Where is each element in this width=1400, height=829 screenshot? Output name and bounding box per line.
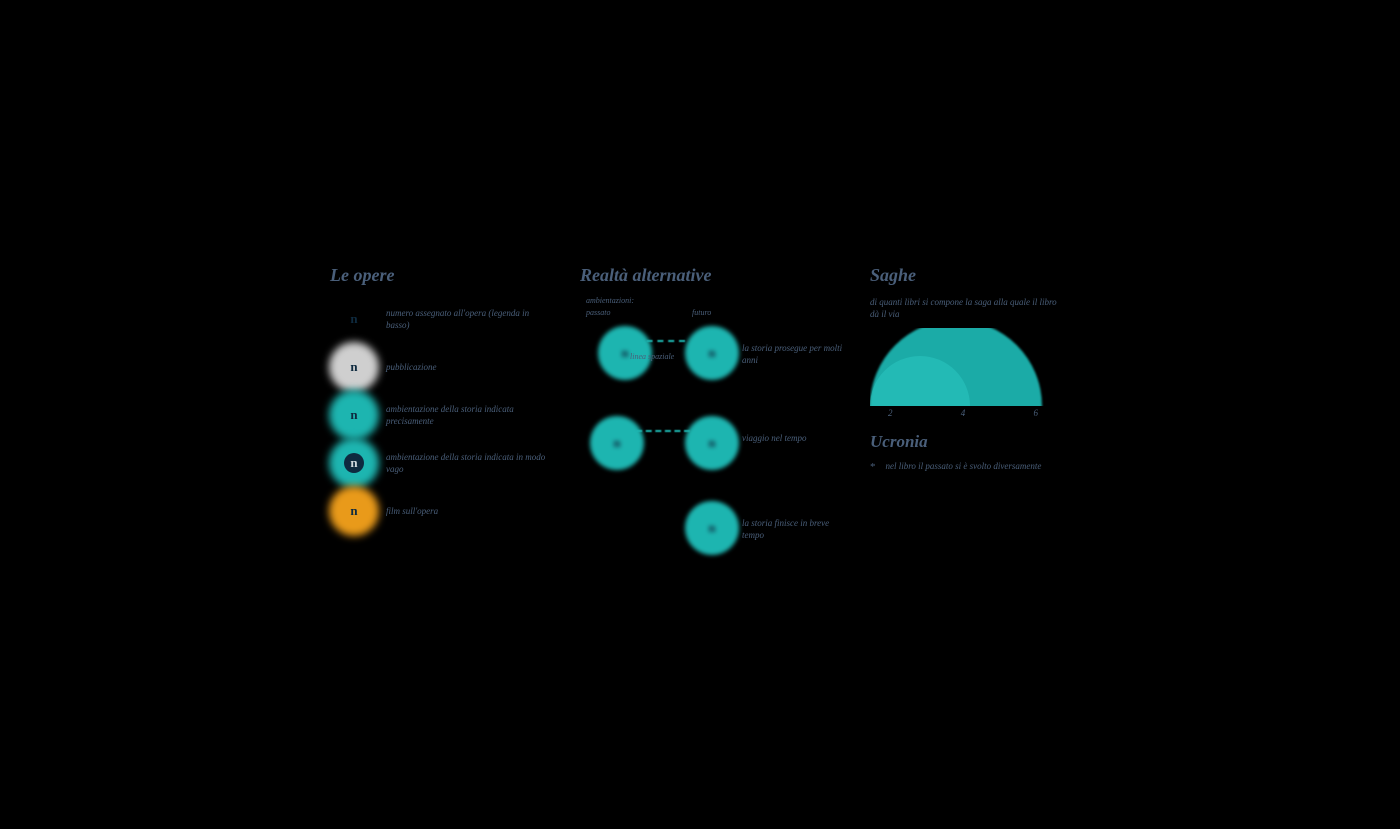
realta-node: n: [685, 501, 739, 555]
realta-node: n: [590, 416, 644, 470]
opere-row-pub: n pubblicazione: [330, 344, 600, 390]
panel-saghe: Saghe di quanti libri si compone la saga…: [870, 265, 1140, 473]
ucronia-row: * nel libro il passato si è svolto diver…: [870, 460, 1140, 473]
glyph-n: n: [708, 520, 715, 536]
label-futuro: futuro: [692, 308, 711, 317]
realta-label-travel: viaggio nel tempo: [742, 432, 807, 444]
panel-opere: Le opere n numero assegnato all'opera (le…: [330, 265, 600, 534]
label-ambientazioni: ambientazioni:: [586, 296, 634, 305]
opere-icon-pub: n: [330, 359, 378, 375]
label-passato: passato: [586, 308, 610, 317]
axis-tick: 4: [961, 408, 966, 418]
opere-label: ambientazione della storia indicata prec…: [386, 403, 551, 427]
glyph-n: n: [350, 407, 357, 423]
opere-row-film: n film sull'opera: [330, 488, 600, 534]
opere-label: ambientazione della storia indicata in m…: [386, 451, 551, 475]
realta-node: n: [685, 326, 739, 380]
ucronia-desc: nel libro il passato si è svolto diversa…: [886, 460, 1042, 472]
glyph-n: n: [708, 435, 715, 451]
title-saghe: Saghe: [870, 265, 1140, 286]
glyph-n: n: [350, 455, 357, 471]
title-opere: Le opere: [330, 265, 600, 286]
realta-label-long: la storia prosegue per molti anni: [742, 342, 850, 366]
opere-label: film sull'opera: [386, 505, 438, 517]
opere-row-assigned: n numero assegnato all'opera (legenda in …: [330, 296, 600, 342]
realta-diagram: ambientazioni: passato futuro n n la storia p…: [580, 296, 850, 556]
label-linea: linea spaziale: [630, 352, 674, 361]
glyph-n: n: [350, 311, 357, 327]
saghe-half-disc: [870, 328, 1050, 406]
opere-icon-film: n: [330, 503, 378, 519]
opere-row-precise: n ambientazione della storia indicata pre…: [330, 392, 600, 438]
glyph-n: n: [708, 345, 715, 361]
opere-label: pubblicazione: [386, 361, 437, 373]
title-realta: Realtà alternative: [580, 265, 850, 286]
saghe-desc: di quanti libri si compone la saga alla …: [870, 296, 1060, 320]
opere-row-vague: n ambientazione della storia indicata in …: [330, 440, 600, 486]
asterisk-icon: *: [870, 461, 876, 473]
opere-icon-vague: n: [330, 455, 378, 471]
axis-tick: 2: [888, 408, 893, 418]
panel-realta: Realtà alternative ambientazioni: passato…: [580, 265, 850, 556]
opere-icon-assigned: n: [330, 311, 378, 327]
glyph-n: n: [621, 345, 628, 361]
saghe-axis: 2 4 6: [888, 408, 1038, 418]
glyph-n: n: [613, 435, 620, 451]
opere-icon-precise: n: [330, 407, 378, 423]
glyph-n: n: [350, 503, 357, 519]
opere-label: numero assegnato all'opera (legenda in b…: [386, 307, 551, 331]
title-ucronia: Ucronia: [870, 432, 1140, 452]
realta-node: n: [685, 416, 739, 470]
glyph-n: n: [350, 359, 357, 375]
axis-tick: 6: [1034, 408, 1039, 418]
realta-label-short: la storia finisce in breve tempo: [742, 517, 850, 541]
